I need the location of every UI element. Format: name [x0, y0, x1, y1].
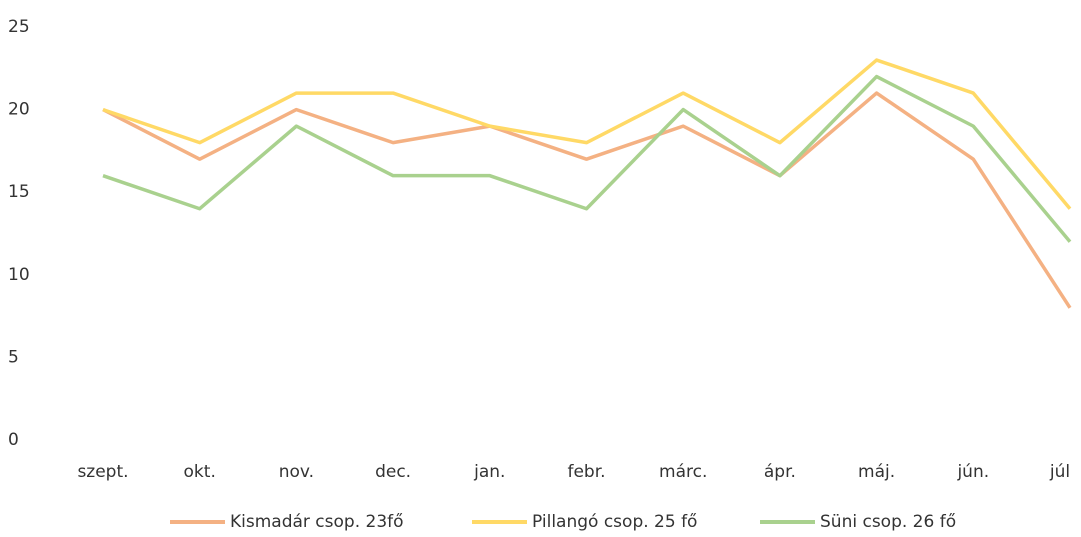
series-line: [102, 91, 1072, 309]
y-tick-label: 20: [8, 100, 30, 120]
x-tick-label: jún.: [956, 462, 989, 482]
legend-label: Pillangó csop. 25 fő: [532, 512, 697, 532]
x-tick-label: febr.: [567, 462, 605, 482]
legend-label: Kismadár csop. 23fő: [230, 512, 404, 532]
y-tick-label: 10: [8, 265, 30, 285]
x-tick-label: ápr.: [764, 462, 796, 482]
x-tick-label: nov.: [279, 462, 314, 482]
x-tick-label: jan.: [473, 462, 505, 482]
y-tick-label: 0: [8, 430, 19, 450]
y-tick-label: 5: [8, 347, 19, 367]
x-tick-label: márc.: [659, 462, 707, 482]
x-tick-label: szept.: [77, 462, 128, 482]
y-tick-label: 25: [8, 17, 30, 37]
series-line: [102, 58, 1072, 210]
x-tick-label: júl: [1049, 462, 1070, 482]
x-tick-label: dec.: [375, 462, 411, 482]
y-tick-label: 15: [8, 182, 30, 202]
x-tick-label: okt.: [184, 462, 216, 482]
legend-label: Süni csop. 26 fő: [820, 512, 956, 532]
series-line: [102, 74, 1072, 243]
x-tick-label: máj.: [858, 462, 895, 482]
